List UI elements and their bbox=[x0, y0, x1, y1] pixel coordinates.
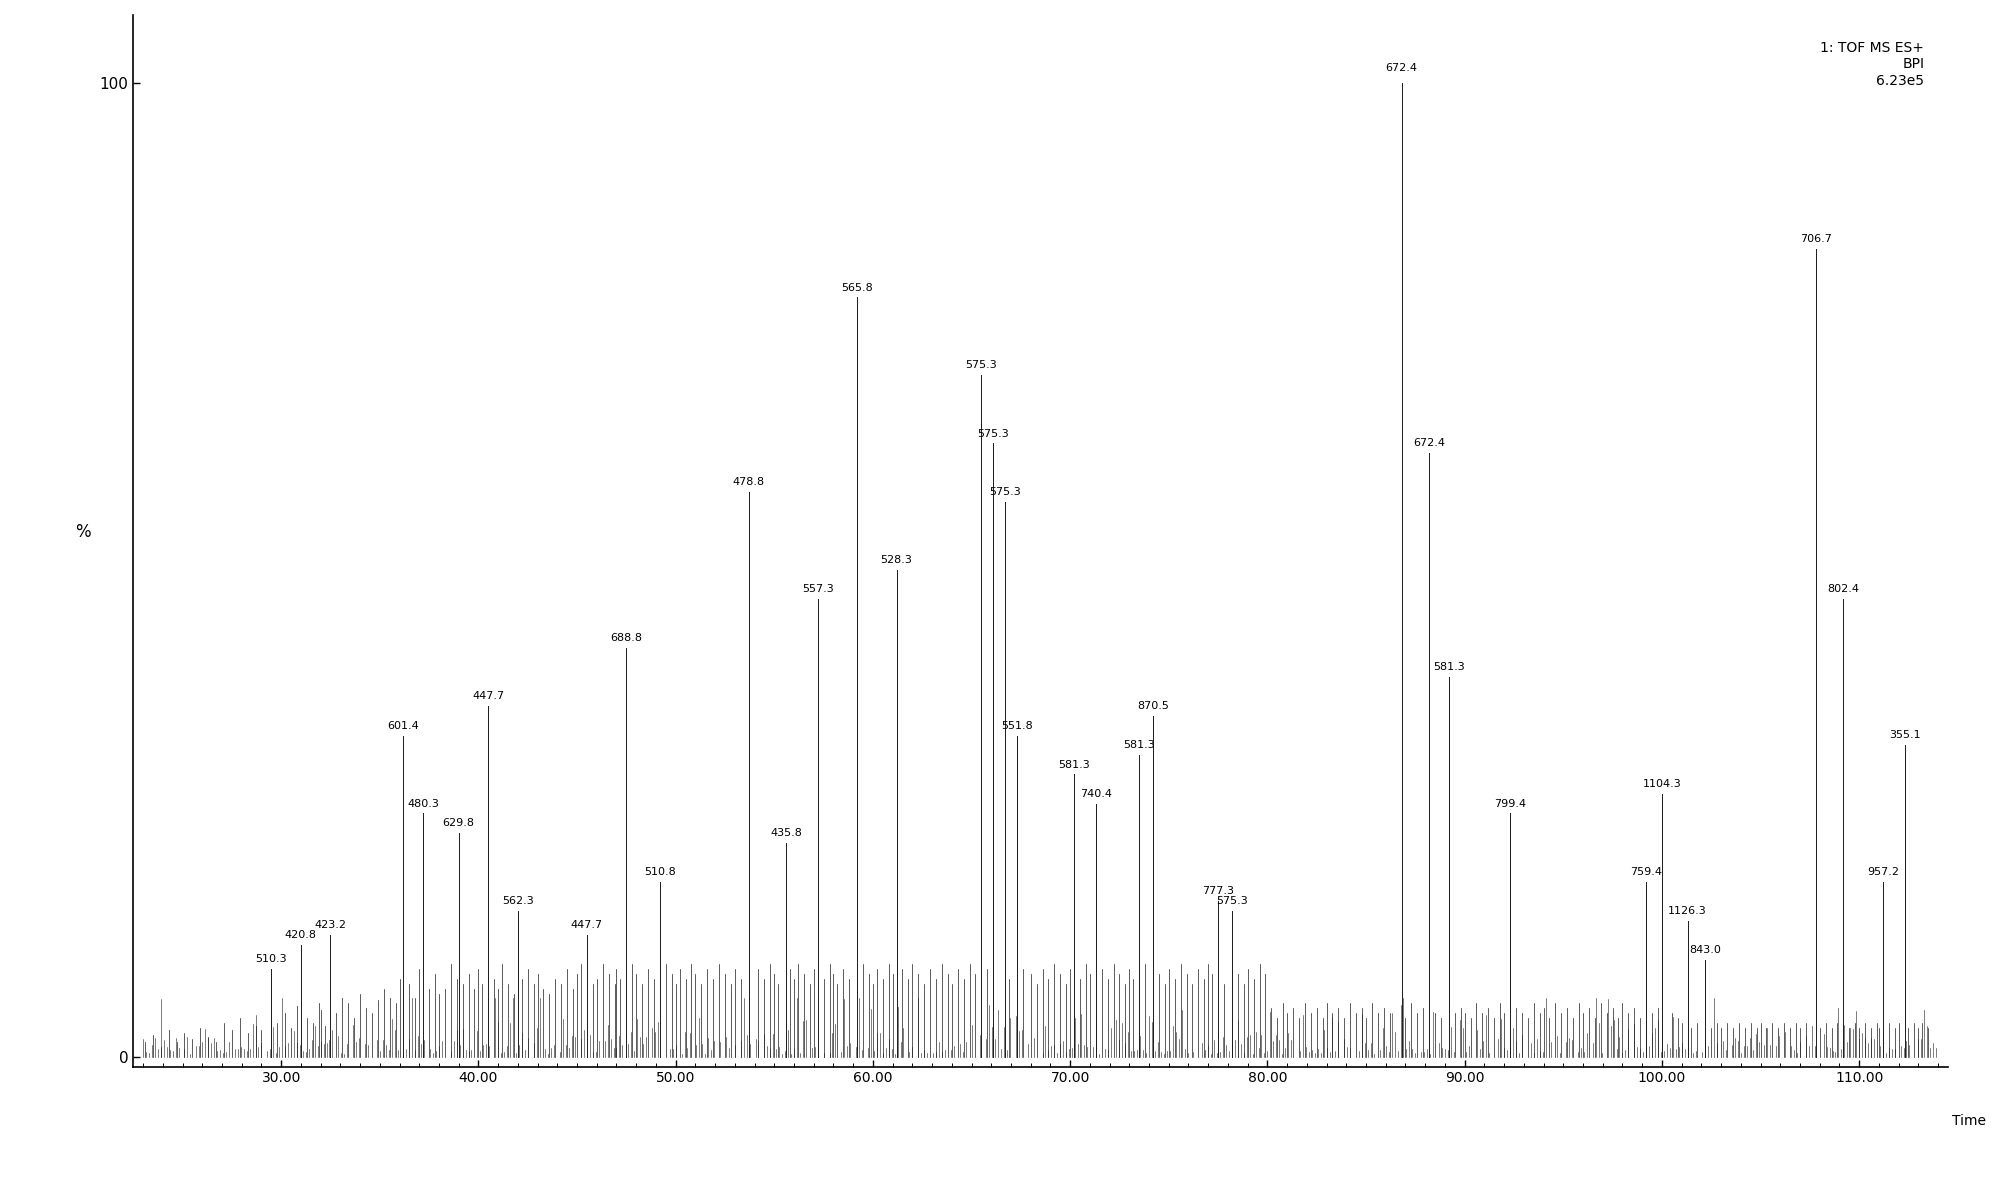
Text: 581.3: 581.3 bbox=[1432, 662, 1464, 673]
Text: 581.3: 581.3 bbox=[1124, 740, 1156, 751]
Text: 575.3: 575.3 bbox=[966, 360, 998, 371]
Text: 1104.3: 1104.3 bbox=[1642, 779, 1682, 789]
Text: 562.3: 562.3 bbox=[502, 896, 534, 906]
Text: 480.3: 480.3 bbox=[408, 798, 440, 809]
Text: 478.8: 478.8 bbox=[732, 477, 764, 488]
Text: 740.4: 740.4 bbox=[1080, 789, 1112, 799]
Text: 843.0: 843.0 bbox=[1690, 945, 1722, 954]
Text: 510.3: 510.3 bbox=[256, 954, 288, 965]
Text: 581.3: 581.3 bbox=[1058, 760, 1090, 770]
Text: 565.8: 565.8 bbox=[842, 283, 872, 292]
Text: 355.1: 355.1 bbox=[1888, 731, 1920, 740]
Text: 528.3: 528.3 bbox=[880, 555, 912, 565]
Text: 688.8: 688.8 bbox=[610, 633, 642, 643]
Text: 777.3: 777.3 bbox=[1202, 886, 1234, 896]
Text: 759.4: 759.4 bbox=[1630, 867, 1662, 876]
Text: 575.3: 575.3 bbox=[978, 429, 1010, 438]
Text: 672.4: 672.4 bbox=[1386, 64, 1418, 73]
Text: 447.7: 447.7 bbox=[472, 691, 504, 701]
Text: 510.8: 510.8 bbox=[644, 867, 676, 876]
Text: 575.3: 575.3 bbox=[990, 487, 1020, 497]
Text: 802.4: 802.4 bbox=[1828, 585, 1860, 594]
Y-axis label: %: % bbox=[74, 523, 90, 541]
Text: 423.2: 423.2 bbox=[314, 920, 346, 931]
Text: 870.5: 870.5 bbox=[1138, 701, 1168, 712]
Text: 447.7: 447.7 bbox=[570, 920, 602, 931]
Text: 957.2: 957.2 bbox=[1866, 867, 1898, 876]
Text: 672.4: 672.4 bbox=[1414, 438, 1446, 449]
Text: 1126.3: 1126.3 bbox=[1668, 906, 1706, 915]
Text: 435.8: 435.8 bbox=[770, 828, 802, 838]
Text: 557.3: 557.3 bbox=[802, 585, 834, 594]
Text: 629.8: 629.8 bbox=[442, 818, 474, 828]
Text: 551.8: 551.8 bbox=[1002, 721, 1032, 731]
Text: 799.4: 799.4 bbox=[1494, 798, 1526, 809]
Text: 575.3: 575.3 bbox=[1216, 896, 1248, 906]
Text: 420.8: 420.8 bbox=[284, 929, 316, 940]
Text: 706.7: 706.7 bbox=[1800, 233, 1832, 244]
Text: Time: Time bbox=[1952, 1114, 1986, 1128]
Text: 1: TOF MS ES+
BPI
6.23e5: 1: TOF MS ES+ BPI 6.23e5 bbox=[1820, 41, 1924, 88]
Text: 601.4: 601.4 bbox=[388, 721, 420, 731]
